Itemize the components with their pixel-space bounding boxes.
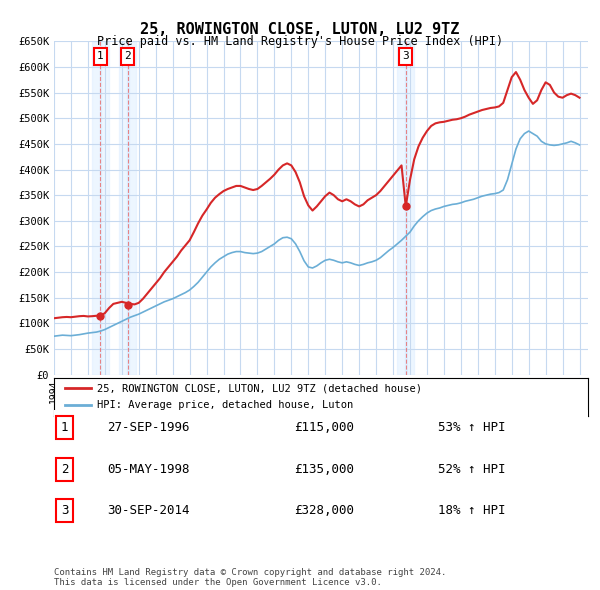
- Text: £328,000: £328,000: [295, 504, 354, 517]
- Text: 30-SEP-2014: 30-SEP-2014: [107, 504, 190, 517]
- Bar: [127, 41, 128, 375]
- Text: 27-SEP-1996: 27-SEP-1996: [107, 421, 190, 434]
- Text: 25, ROWINGTON CLOSE, LUTON, LU2 9TZ: 25, ROWINGTON CLOSE, LUTON, LU2 9TZ: [140, 22, 460, 37]
- Text: £135,000: £135,000: [295, 463, 354, 476]
- Text: 3: 3: [403, 51, 409, 61]
- Text: Contains HM Land Registry data © Crown copyright and database right 2024.
This d: Contains HM Land Registry data © Crown c…: [54, 568, 446, 587]
- Text: Price paid vs. HM Land Registry's House Price Index (HPI): Price paid vs. HM Land Registry's House …: [97, 35, 503, 48]
- Text: 52% ↑ HPI: 52% ↑ HPI: [439, 463, 506, 476]
- Text: 18% ↑ HPI: 18% ↑ HPI: [439, 504, 506, 517]
- Text: HPI: Average price, detached house, Luton: HPI: Average price, detached house, Luto…: [97, 400, 353, 410]
- Text: 3: 3: [61, 504, 68, 517]
- Bar: [100, 41, 101, 375]
- Text: 1: 1: [61, 421, 68, 434]
- Bar: [397, 41, 414, 375]
- Text: 05-MAY-1998: 05-MAY-1998: [107, 463, 190, 476]
- Text: 2: 2: [61, 463, 68, 476]
- Text: 25, ROWINGTON CLOSE, LUTON, LU2 9TZ (detached house): 25, ROWINGTON CLOSE, LUTON, LU2 9TZ (det…: [97, 384, 422, 394]
- Text: £115,000: £115,000: [295, 421, 354, 434]
- Bar: [119, 41, 136, 375]
- Text: 53% ↑ HPI: 53% ↑ HPI: [439, 421, 506, 434]
- Bar: [92, 41, 109, 375]
- Text: 1: 1: [97, 51, 104, 61]
- Bar: [405, 41, 407, 375]
- Text: 2: 2: [124, 51, 131, 61]
